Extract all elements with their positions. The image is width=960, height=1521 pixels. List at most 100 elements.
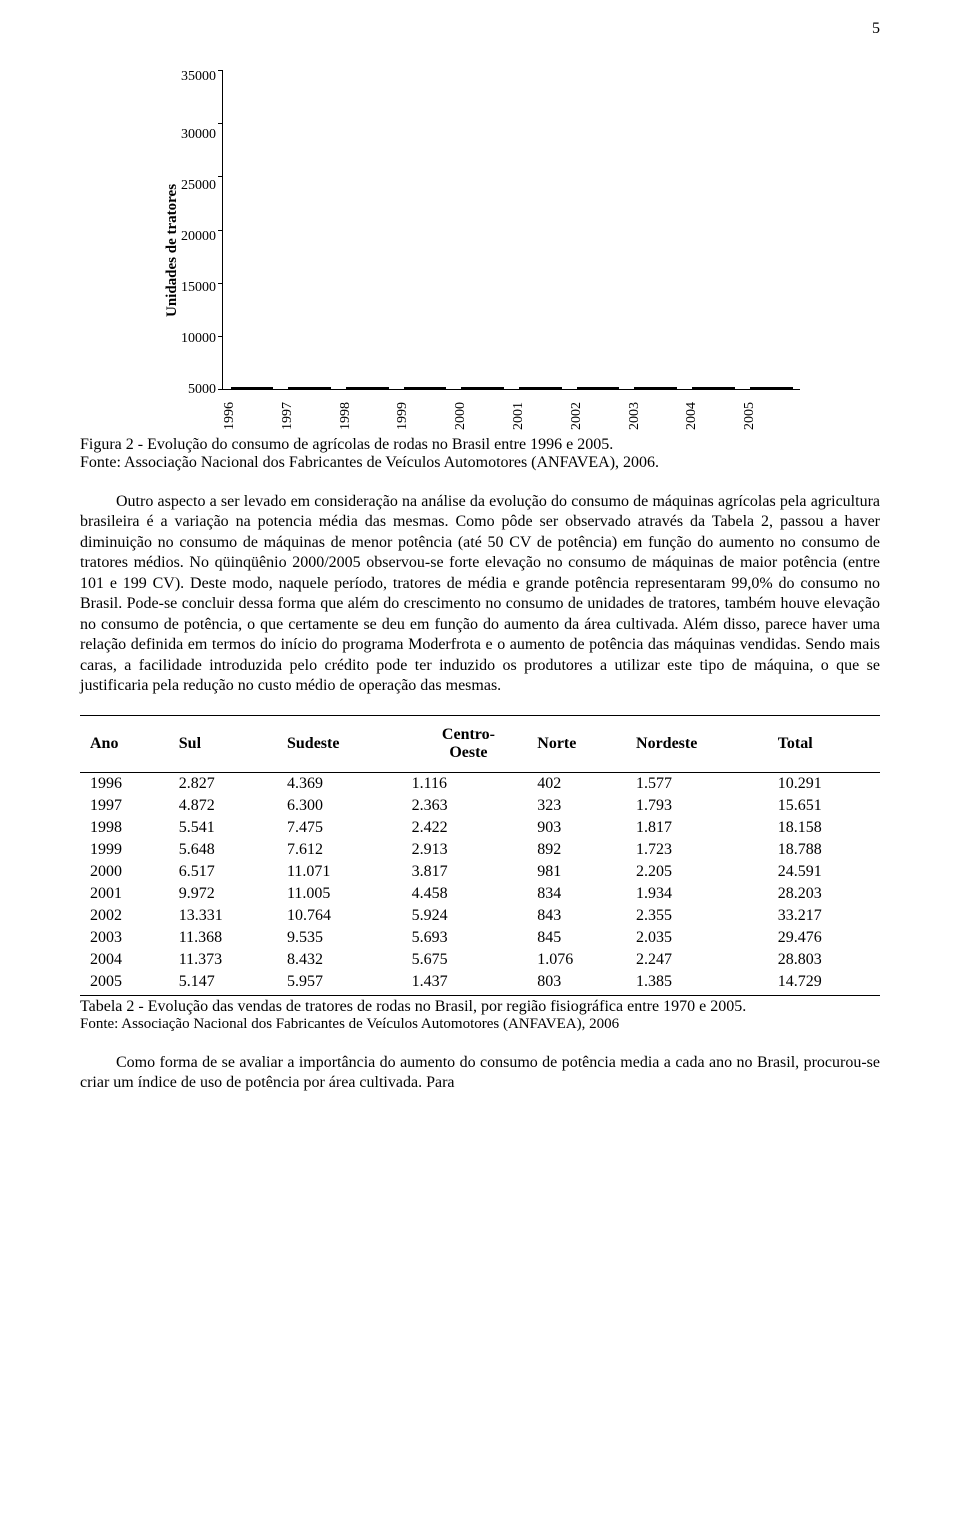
table-row: 19985.5417.4752.4229031.81718.158 bbox=[80, 817, 880, 839]
ytick-label: 30000 bbox=[181, 128, 216, 142]
table-cell: 15.651 bbox=[772, 795, 880, 817]
ytick-label: 15000 bbox=[181, 281, 216, 295]
table-cell: 3.817 bbox=[406, 861, 532, 883]
table-row: 19962.8274.3691.1164021.57710.291 bbox=[80, 772, 880, 795]
body-paragraph-text: Outro aspecto a ser levado em consideraç… bbox=[80, 493, 880, 694]
chart-ylabel: Unidades de tratores bbox=[160, 70, 181, 430]
table-cell: 7.612 bbox=[281, 839, 406, 861]
table-cell: 5.693 bbox=[406, 927, 532, 949]
table-cell: 9.535 bbox=[281, 927, 406, 949]
table-row: 200311.3689.5355.6938452.03529.476 bbox=[80, 927, 880, 949]
bar bbox=[750, 387, 793, 389]
table-row: 19974.8726.3002.3633231.79315.651 bbox=[80, 795, 880, 817]
table-cell: 1996 bbox=[80, 772, 173, 795]
table-cell: 4.872 bbox=[173, 795, 281, 817]
table-row: 200213.33110.7645.9248432.35533.217 bbox=[80, 905, 880, 927]
table-cell: 11.005 bbox=[281, 883, 406, 905]
table-cell: 2000 bbox=[80, 861, 173, 883]
table-cell: 11.373 bbox=[173, 949, 281, 971]
table-cell: 892 bbox=[531, 839, 630, 861]
xtick-label: 1997 bbox=[280, 420, 338, 430]
table-cell: 5.147 bbox=[173, 971, 281, 996]
ytick-label: 25000 bbox=[181, 179, 216, 193]
bar-slot bbox=[281, 387, 339, 389]
table-cell: 5.648 bbox=[173, 839, 281, 861]
table-cell: 845 bbox=[531, 927, 630, 949]
table-cell: 2004 bbox=[80, 949, 173, 971]
table-cell: 1.934 bbox=[630, 883, 772, 905]
bar bbox=[404, 387, 447, 389]
chart-xaxis: 1996199719981999200020012002200320042005 bbox=[222, 390, 800, 430]
table-cell: 2003 bbox=[80, 927, 173, 949]
table-cell: 5.924 bbox=[406, 905, 532, 927]
bar bbox=[577, 387, 620, 389]
figure-source: Fonte: Associação Nacional dos Fabricant… bbox=[80, 454, 880, 472]
table-cell: 9.972 bbox=[173, 883, 281, 905]
chart-yaxis: 3500030000250002000015000100005000 bbox=[181, 70, 222, 390]
table-header-cell: Sul bbox=[173, 715, 281, 772]
table-cell: 8.432 bbox=[281, 949, 406, 971]
table-cell: 7.475 bbox=[281, 817, 406, 839]
table-cell: 1.817 bbox=[630, 817, 772, 839]
xtick-label: 1999 bbox=[395, 420, 453, 430]
table-cell: 834 bbox=[531, 883, 630, 905]
table-cell: 33.217 bbox=[772, 905, 880, 927]
table-cell: 2.827 bbox=[173, 772, 281, 795]
table-cell: 24.591 bbox=[772, 861, 880, 883]
table-cell: 13.331 bbox=[173, 905, 281, 927]
table-row: 200411.3738.4325.6751.0762.24728.803 bbox=[80, 949, 880, 971]
table-cell: 5.675 bbox=[406, 949, 532, 971]
table-cell: 2.913 bbox=[406, 839, 532, 861]
chart-plot bbox=[222, 70, 800, 390]
table-cell: 6.517 bbox=[173, 861, 281, 883]
table-header-cell: Total bbox=[772, 715, 880, 772]
xtick-label: 2000 bbox=[453, 420, 511, 430]
table-cell: 11.071 bbox=[281, 861, 406, 883]
table-cell: 1.076 bbox=[531, 949, 630, 971]
table-cell: 28.203 bbox=[772, 883, 880, 905]
table-caption: Tabela 2 - Evolução das vendas de trator… bbox=[148, 998, 880, 1016]
table-cell: 1.116 bbox=[406, 772, 532, 795]
table-cell: 2002 bbox=[80, 905, 173, 927]
table-cell: 6.300 bbox=[281, 795, 406, 817]
page-number: 5 bbox=[872, 20, 880, 38]
body-paragraph: Outro aspecto a ser levado em consideraç… bbox=[80, 492, 880, 697]
table-cell: 2001 bbox=[80, 883, 173, 905]
closing-paragraph: Como forma de se avaliar a importância d… bbox=[80, 1053, 880, 1094]
table-row: 20019.97211.0054.4588341.93428.203 bbox=[80, 883, 880, 905]
table-cell: 2.205 bbox=[630, 861, 772, 883]
table-header-cell: Nordeste bbox=[630, 715, 772, 772]
table-cell: 903 bbox=[531, 817, 630, 839]
table-row: 20006.51711.0713.8179812.20524.591 bbox=[80, 861, 880, 883]
figure-caption: Figura 2 - Evolução do consumo de agríco… bbox=[80, 436, 880, 454]
bar bbox=[634, 387, 677, 389]
table-cell: 29.476 bbox=[772, 927, 880, 949]
xtick-label: 2003 bbox=[627, 420, 685, 430]
closing-paragraph-text: Como forma de se avaliar a importância d… bbox=[80, 1054, 880, 1091]
table-cell: 1997 bbox=[80, 795, 173, 817]
xtick-label: 1998 bbox=[338, 420, 396, 430]
table-source: Fonte: Associação Nacional dos Fabricant… bbox=[80, 1016, 880, 1033]
table-cell: 1.385 bbox=[630, 971, 772, 996]
table-cell: 14.729 bbox=[772, 971, 880, 996]
bar-slot bbox=[454, 387, 512, 389]
data-table: AnoSulSudesteCentro-OesteNorteNordesteTo… bbox=[80, 715, 880, 996]
bar-slot bbox=[338, 387, 396, 389]
bar bbox=[288, 387, 331, 389]
table-cell: 10.764 bbox=[281, 905, 406, 927]
table-cell: 2.035 bbox=[630, 927, 772, 949]
table-cell: 1.793 bbox=[630, 795, 772, 817]
xtick-label: 2001 bbox=[511, 420, 569, 430]
ytick-label: 20000 bbox=[181, 230, 216, 244]
bar-slot bbox=[627, 387, 685, 389]
bar-slot bbox=[396, 387, 454, 389]
ytick-label: 10000 bbox=[181, 332, 216, 346]
ytick-label: 5000 bbox=[188, 383, 216, 397]
table-cell: 18.788 bbox=[772, 839, 880, 861]
table-cell: 2.355 bbox=[630, 905, 772, 927]
table-cell: 2.422 bbox=[406, 817, 532, 839]
ytick-label: 35000 bbox=[181, 70, 216, 84]
table-cell: 402 bbox=[531, 772, 630, 795]
table-cell: 1.723 bbox=[630, 839, 772, 861]
table-cell: 2.363 bbox=[406, 795, 532, 817]
